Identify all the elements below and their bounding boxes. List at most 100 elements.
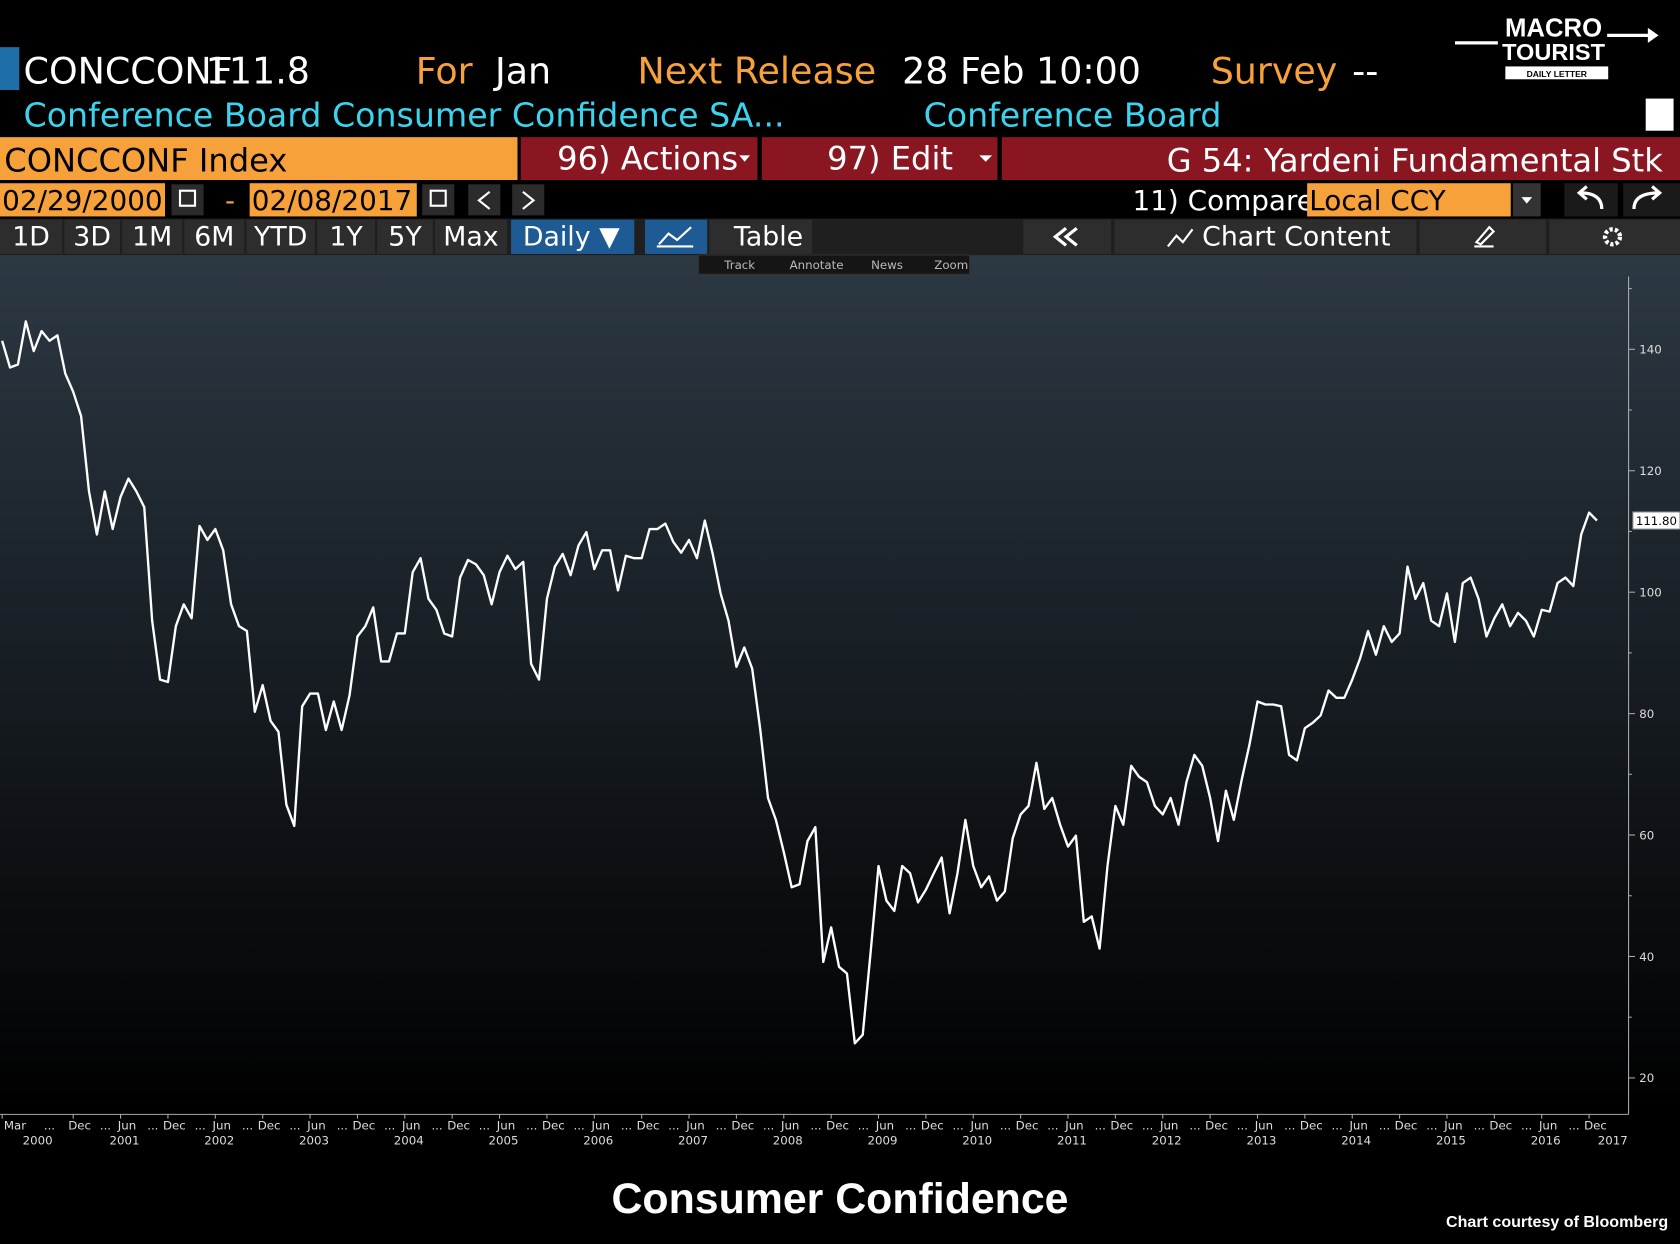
- edit-button[interactable]: [761, 137, 998, 181]
- x-tick-label: Mar: [4, 1118, 26, 1132]
- period-button[interactable]: [246, 219, 315, 254]
- prev-button[interactable]: [468, 184, 501, 216]
- logo-tag-bg: [1505, 66, 1609, 80]
- period-button[interactable]: [64, 219, 120, 254]
- end-date-field[interactable]: [249, 183, 417, 217]
- edit[interactable]: 97) Edit: [827, 139, 953, 177]
- description: Conference Board Consumer Confidence SA.…: [24, 95, 785, 134]
- frequency[interactable]: Daily ▼: [523, 221, 620, 252]
- security[interactable]: CONCCONF Index: [4, 141, 287, 179]
- x-tick-label: Jun: [117, 1118, 136, 1132]
- redo-button[interactable]: [1623, 183, 1680, 217]
- period-label[interactable]: 6M: [194, 221, 234, 252]
- x-tick-label: Dec: [258, 1118, 281, 1132]
- x-tick-separator: ...: [526, 1118, 537, 1132]
- period-label[interactable]: 5Y: [388, 221, 422, 252]
- ticker: CONCCONF: [24, 50, 233, 93]
- x-tick-separator: ...: [431, 1118, 442, 1132]
- tools: Track Annotate News Zoom: [723, 258, 968, 272]
- actions-button[interactable]: [520, 137, 758, 181]
- period-label[interactable]: 1Y: [329, 221, 363, 252]
- x-tick-separator: ...: [1000, 1118, 1011, 1132]
- table[interactable]: Table: [733, 221, 803, 252]
- x-tick-label: Jun: [1443, 1118, 1462, 1132]
- x-year-label: 2007: [678, 1133, 708, 1147]
- settings-button[interactable]: [1549, 219, 1680, 254]
- x-tick-label: Dec: [1395, 1118, 1418, 1132]
- launchpad[interactable]: G 54: Yardeni Fundamental Stk: [1167, 141, 1664, 179]
- tool-label[interactable]: Annotate: [790, 258, 844, 272]
- tools-bar: [698, 254, 971, 275]
- dropdown-arrow: [1521, 197, 1533, 204]
- table-button[interactable]: [709, 219, 813, 254]
- for-value: Jan: [493, 50, 551, 93]
- frequency-button[interactable]: [511, 219, 635, 254]
- x-year-label: 2004: [394, 1133, 424, 1147]
- y-tick-label: 120: [1639, 464, 1661, 478]
- x-year-label: 2003: [299, 1133, 329, 1147]
- period-button[interactable]: [435, 219, 507, 254]
- x-tick-separator: ...: [44, 1118, 55, 1132]
- period-button[interactable]: [317, 219, 375, 254]
- tool-label[interactable]: Track: [723, 258, 755, 272]
- dropdown-arrow: [739, 155, 750, 162]
- period-button[interactable]: [122, 219, 183, 254]
- period-button[interactable]: [377, 219, 433, 254]
- x-tick-label: Jun: [1538, 1118, 1557, 1132]
- currency-field[interactable]: [1307, 183, 1511, 217]
- x-year-label: 2006: [583, 1133, 613, 1147]
- x-tick-separator: ...: [621, 1118, 632, 1132]
- x-tick-separator: ...: [668, 1118, 679, 1132]
- undo-button[interactable]: [1564, 183, 1618, 217]
- compare[interactable]: 11) Compare: [1133, 184, 1314, 217]
- period-label[interactable]: 3D: [73, 221, 111, 252]
- security-field[interactable]: [0, 137, 518, 181]
- edit-chart-button[interactable]: [1419, 219, 1547, 254]
- x-year-label: 2002: [204, 1133, 234, 1147]
- chart-content-button[interactable]: [1114, 219, 1417, 254]
- start-date-field[interactable]: [0, 183, 165, 217]
- actions[interactable]: 96) Actions: [557, 139, 738, 177]
- collapse-icon: [1052, 226, 1078, 247]
- x-tick-separator: ...: [100, 1118, 111, 1132]
- x-year-label: 2008: [773, 1133, 803, 1147]
- y-tick-label: 20: [1639, 1071, 1654, 1085]
- tool-label[interactable]: Zoom: [934, 258, 968, 272]
- x-tick-separator: ...: [195, 1118, 206, 1132]
- x-tick-label: Dec: [637, 1118, 660, 1132]
- data-line: [1, 320, 1598, 1045]
- logo-arrow-head: [1647, 27, 1659, 43]
- x-year-label: 2000: [23, 1133, 53, 1147]
- x-tick-label: Dec: [68, 1118, 91, 1132]
- period-label[interactable]: 1M: [132, 221, 172, 252]
- period-button[interactable]: [0, 219, 63, 254]
- x-tick-separator: ...: [905, 1118, 916, 1132]
- end-date[interactable]: 02/08/2017: [252, 184, 412, 217]
- x-year-label: 2010: [962, 1133, 992, 1147]
- x-year-label: 2001: [110, 1133, 140, 1147]
- x-tick-separator: ...: [810, 1118, 821, 1132]
- start-date[interactable]: 02/29/2000: [2, 184, 162, 217]
- calendar-button[interactable]: [171, 184, 204, 216]
- x-tick-label: Jun: [1159, 1118, 1178, 1132]
- survey-value: --: [1352, 50, 1378, 93]
- x-tick-separator: ...: [1568, 1118, 1579, 1132]
- currency[interactable]: Local CCY: [1309, 184, 1446, 217]
- calendar-button[interactable]: [422, 184, 455, 216]
- x-tick-separator: ...: [1474, 1118, 1485, 1132]
- last-value-label: 111.80: [1636, 514, 1677, 528]
- exit-icon[interactable]: [1645, 98, 1674, 131]
- period-label[interactable]: YTD: [253, 221, 307, 252]
- chart-background: [0, 255, 1680, 1115]
- launchpad-button[interactable]: [1001, 137, 1680, 181]
- period-label[interactable]: 1D: [12, 221, 50, 252]
- x-tick-label: Dec: [921, 1118, 944, 1132]
- x-year-label: 2017: [1598, 1133, 1628, 1147]
- tool-label[interactable]: News: [871, 258, 903, 272]
- next-button[interactable]: [512, 184, 545, 216]
- chart-view-button[interactable]: [645, 219, 708, 254]
- period-label[interactable]: Max: [443, 221, 498, 252]
- period-button[interactable]: [184, 219, 245, 254]
- chart-content[interactable]: Chart Content: [1202, 221, 1391, 252]
- for-label: For: [416, 50, 473, 93]
